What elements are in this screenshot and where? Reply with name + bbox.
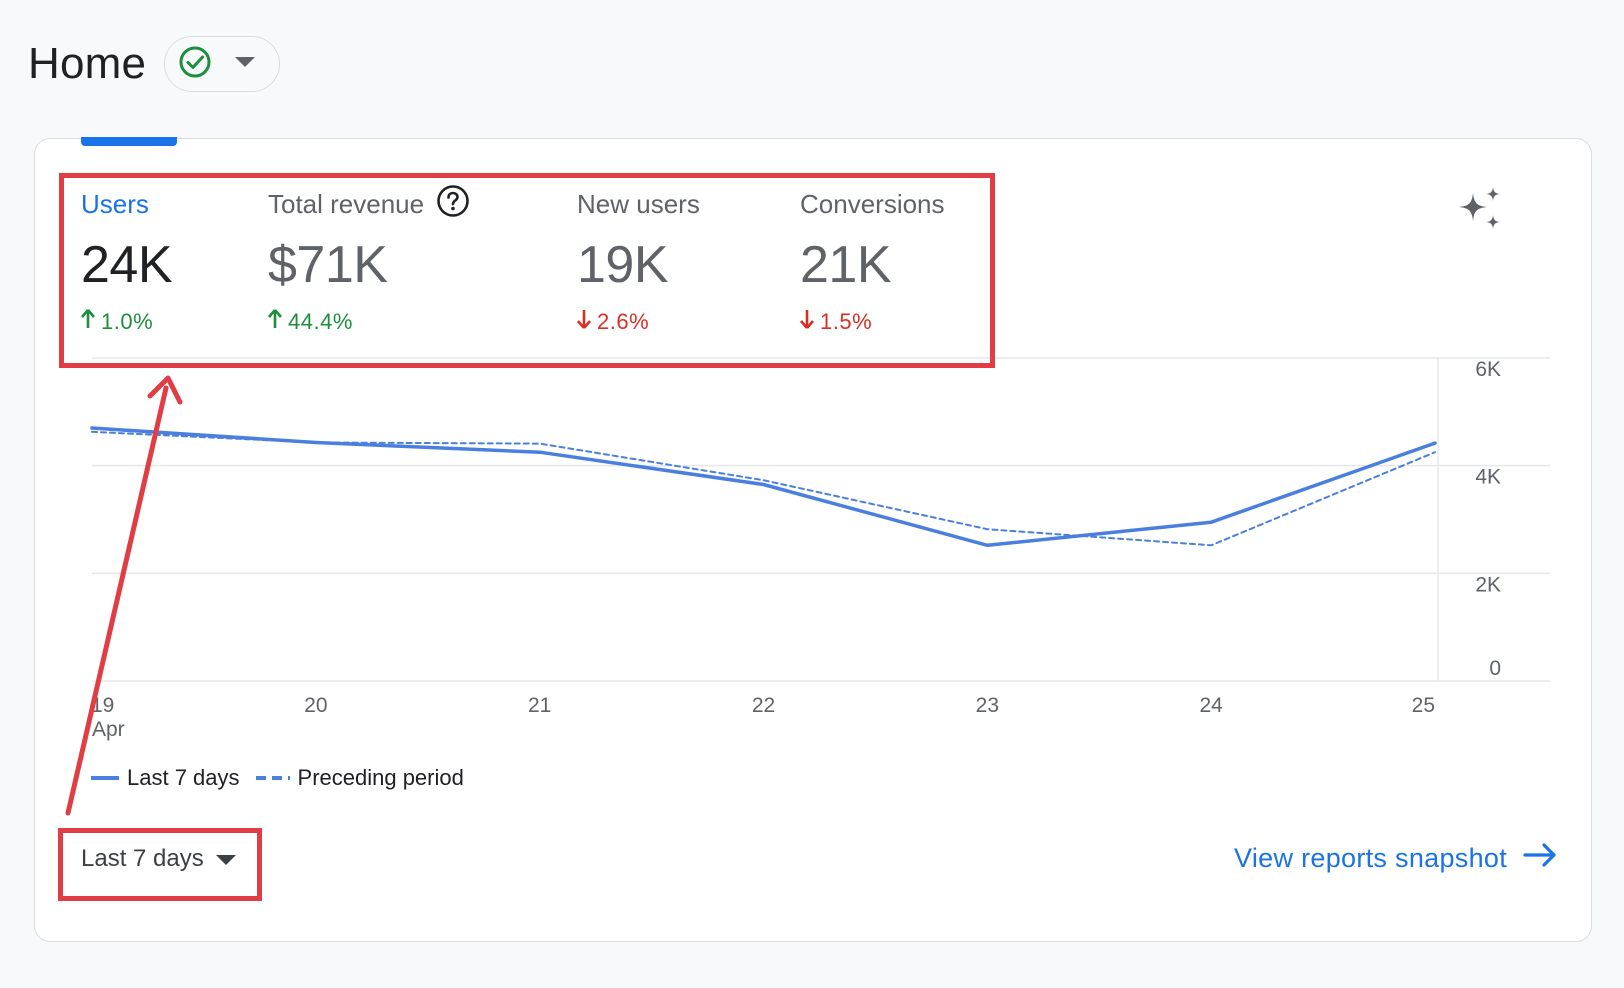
metric-value: 21K <box>800 236 892 294</box>
snapshot-link-label: View reports snapshot <box>1234 843 1507 873</box>
metric-change: 1.5% <box>800 309 945 335</box>
metric-conversions[interactable]: Conversions 21K 1.5% <box>800 187 945 335</box>
series-line-preceding-period <box>91 430 1436 547</box>
metric-label: New users <box>577 188 700 219</box>
arrow-drop-down-icon <box>215 845 236 873</box>
selected-tab-indicator <box>81 137 177 146</box>
legend-item-preceding-period: Preceding period <box>255 765 464 791</box>
metric-label: Users <box>81 188 149 219</box>
arrow-up-icon <box>81 309 95 335</box>
x-tick-label: 24 <box>1199 694 1223 717</box>
y-tick-label: 0 <box>1489 657 1501 680</box>
page-title: Home <box>28 39 147 88</box>
arrow-forward-icon <box>1523 843 1557 874</box>
metric-value: $71K <box>268 236 388 294</box>
x-tick-label: 20 <box>304 694 327 717</box>
x-tick-label: 25 <box>1412 694 1435 717</box>
metric-change: 2.6% <box>577 309 700 335</box>
y-tick-label: 4K <box>1475 466 1501 489</box>
check-circle-icon <box>177 44 213 85</box>
metric-new-users[interactable]: New users 19K 2.6% <box>577 187 700 335</box>
metric-tabs: Users 24K 1.0% Total revenue <box>35 139 1035 339</box>
chart-x-axis: 19 20 21 22 23 24 25 Apr <box>91 694 1435 741</box>
x-tick-label: 23 <box>976 694 999 717</box>
metric-change-value: 44.4% <box>288 309 353 334</box>
arrow-drop-down-icon <box>235 55 256 73</box>
chart-series <box>90 426 1437 548</box>
metric-label: Conversions <box>800 188 945 219</box>
legend-solid-swatch <box>91 776 119 780</box>
sparkle-icon[interactable] <box>1455 185 1505 240</box>
metric-change: 1.0% <box>81 309 172 335</box>
metric-value: 19K <box>577 236 669 294</box>
chart-gridlines <box>92 357 1550 682</box>
metric-change-value: 1.0% <box>101 309 154 334</box>
metric-value: 24K <box>81 236 173 294</box>
metric-total-revenue[interactable]: Total revenue $71K 44.4% <box>268 184 470 335</box>
metric-change: 44.4% <box>268 309 470 335</box>
arrow-down-icon <box>800 309 814 335</box>
home-overview-card: Users 24K 1.0% Total revenue <box>34 137 1592 942</box>
chart-y-axis: 0 2K 4K 6K <box>1475 358 1501 680</box>
page-header: Home <box>28 34 281 94</box>
metric-label: Total revenue <box>268 188 425 219</box>
y-tick-label: 2K <box>1475 573 1501 596</box>
y-tick-label: 6K <box>1475 358 1501 381</box>
legend-label: Preceding period <box>297 765 464 790</box>
legend-dashed-swatch <box>255 776 290 780</box>
metric-users[interactable]: Users 24K 1.0% <box>81 187 173 335</box>
arrow-up-icon <box>268 309 282 335</box>
legend-label: Last 7 days <box>127 765 240 790</box>
x-tick-label: 21 <box>528 694 551 717</box>
date-range-dropdown[interactable]: Last 7 days <box>81 845 236 873</box>
x-tick-label: 19 <box>91 694 114 717</box>
view-reports-snapshot-link[interactable]: View reports snapshot <box>1234 843 1557 874</box>
x-axis-month-label: Apr <box>92 718 125 741</box>
x-tick-label: 22 <box>752 694 775 717</box>
help-circle-icon[interactable] <box>436 184 470 225</box>
legend-item-last-7-days: Last 7 days <box>91 765 240 791</box>
date-range-label: Last 7 days <box>81 845 204 872</box>
chart-legend: Last 7 days Preceding period <box>91 765 468 791</box>
series-line-last-7-days <box>90 426 1437 548</box>
users-line-chart: 0 2K 4K 6K 19 20 21 22 23 24 25 Apr <box>90 357 1550 741</box>
property-status-dropdown[interactable] <box>164 36 281 92</box>
metric-change-value: 1.5% <box>820 309 873 334</box>
metric-change-value: 2.6% <box>597 309 650 334</box>
metric-label-row: Total revenue <box>268 184 470 221</box>
arrow-down-icon <box>577 309 591 335</box>
